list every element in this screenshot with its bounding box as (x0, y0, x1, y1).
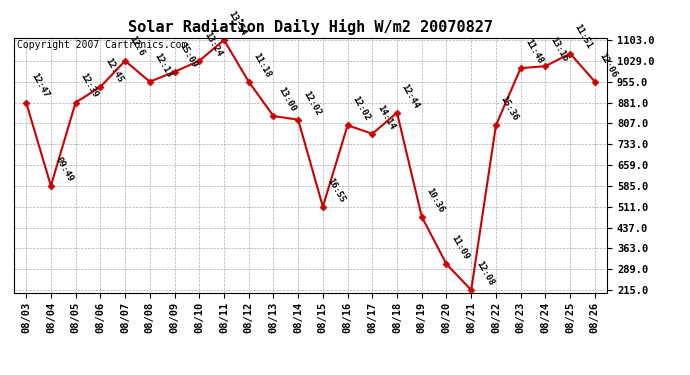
Text: 12:39: 12:39 (79, 72, 99, 100)
Text: 12:13: 12:13 (152, 51, 174, 79)
Text: 12:08: 12:08 (474, 260, 495, 287)
Text: 12:6: 12:6 (128, 35, 146, 58)
Text: 12:02: 12:02 (351, 95, 372, 123)
Text: 15:09: 15:09 (177, 41, 199, 69)
Text: 13:16: 13:16 (548, 36, 569, 63)
Text: 13:54: 13:54 (227, 9, 248, 37)
Title: Solar Radiation Daily High W/m2 20070827: Solar Radiation Daily High W/m2 20070827 (128, 19, 493, 35)
Text: 12:47: 12:47 (29, 72, 50, 100)
Text: 09:49: 09:49 (54, 155, 75, 183)
Text: 12:06: 12:06 (598, 51, 619, 79)
Text: 12:45: 12:45 (103, 57, 124, 84)
Text: 11:48: 11:48 (524, 38, 544, 65)
Text: 16:55: 16:55 (326, 176, 347, 204)
Text: 11:18: 11:18 (251, 51, 273, 79)
Text: 12:02: 12:02 (301, 89, 322, 117)
Text: 13:00: 13:00 (276, 86, 297, 113)
Text: 11:09: 11:09 (449, 234, 471, 261)
Text: 11:51: 11:51 (573, 23, 594, 51)
Text: 14:14: 14:14 (375, 103, 396, 131)
Text: 15:36: 15:36 (499, 95, 520, 123)
Text: 12:44: 12:44 (400, 82, 421, 110)
Text: Copyright 2007 Cartronics.com: Copyright 2007 Cartronics.com (17, 40, 187, 50)
Text: 10:36: 10:36 (424, 186, 446, 214)
Text: 13:24: 13:24 (202, 30, 224, 58)
